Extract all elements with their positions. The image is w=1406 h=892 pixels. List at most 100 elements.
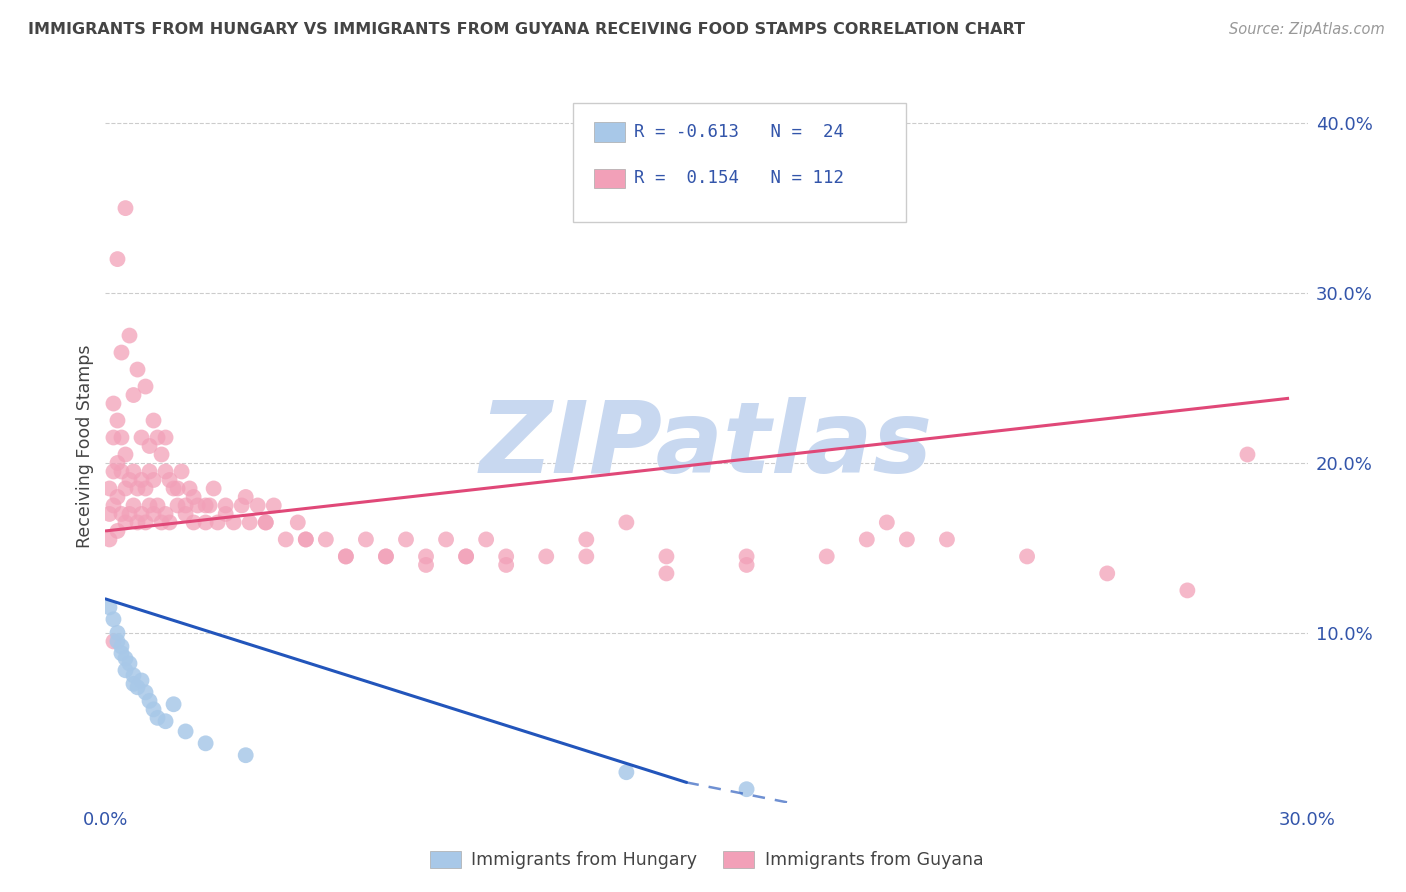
Point <box>131 430 153 444</box>
Point <box>107 634 129 648</box>
Point <box>114 663 136 677</box>
Point <box>138 439 160 453</box>
Point <box>103 499 125 513</box>
Point <box>103 430 125 444</box>
Point <box>246 499 269 513</box>
Point <box>114 448 136 462</box>
Point <box>118 507 141 521</box>
Point <box>98 482 121 496</box>
Point <box>374 549 398 564</box>
Point <box>815 549 838 564</box>
Point <box>135 482 157 496</box>
Point <box>735 782 758 797</box>
Point <box>335 549 357 564</box>
Point <box>735 558 758 572</box>
Point <box>135 379 157 393</box>
Point <box>103 465 125 479</box>
Point <box>876 516 898 530</box>
Text: ZIPatlas: ZIPatlas <box>479 398 934 494</box>
Point <box>146 430 169 444</box>
Point <box>495 549 517 564</box>
Point <box>107 456 129 470</box>
Point <box>354 533 377 547</box>
Point <box>110 465 132 479</box>
Point <box>335 549 357 564</box>
Point <box>198 499 221 513</box>
Point <box>122 465 145 479</box>
Point <box>118 657 141 671</box>
Point <box>107 626 129 640</box>
Point <box>534 549 557 564</box>
Point <box>138 694 160 708</box>
Point <box>146 499 169 513</box>
Point <box>110 345 132 359</box>
Point <box>110 507 132 521</box>
Point <box>896 533 918 547</box>
Point <box>194 736 217 750</box>
Point <box>103 396 125 410</box>
Point <box>202 482 225 496</box>
Point <box>616 765 638 780</box>
Point <box>150 448 173 462</box>
Point <box>231 499 253 513</box>
Point <box>142 473 165 487</box>
Point <box>166 482 188 496</box>
Point <box>254 516 277 530</box>
Point <box>174 724 197 739</box>
Point <box>655 566 678 581</box>
Point <box>295 533 318 547</box>
Point <box>110 646 132 660</box>
Point <box>235 490 257 504</box>
Point <box>146 711 169 725</box>
Point <box>118 328 141 343</box>
Point <box>98 600 121 615</box>
Point <box>1017 549 1039 564</box>
Point <box>127 482 149 496</box>
Point <box>214 499 236 513</box>
Point <box>287 516 309 530</box>
Point <box>138 499 160 513</box>
Point <box>127 680 149 694</box>
Point <box>315 533 337 547</box>
Point <box>239 516 262 530</box>
Point <box>114 516 136 530</box>
Point <box>166 499 188 513</box>
Point <box>138 465 160 479</box>
Point <box>374 549 398 564</box>
Point <box>135 516 157 530</box>
Point <box>274 533 297 547</box>
Y-axis label: Receiving Food Stamps: Receiving Food Stamps <box>76 344 94 548</box>
Point <box>162 482 184 496</box>
Point <box>142 702 165 716</box>
Legend: Immigrants from Hungary, Immigrants from Guyana: Immigrants from Hungary, Immigrants from… <box>423 844 990 876</box>
Point <box>122 668 145 682</box>
Point <box>174 499 197 513</box>
Point <box>263 499 285 513</box>
Point <box>174 507 197 521</box>
Point <box>454 549 477 564</box>
Point <box>1097 566 1119 581</box>
Point <box>1177 583 1199 598</box>
Point <box>454 549 477 564</box>
Point <box>107 413 129 427</box>
Point <box>655 549 678 564</box>
Point <box>434 533 457 547</box>
Point <box>170 465 193 479</box>
Point <box>415 549 437 564</box>
Point <box>131 673 153 688</box>
Point <box>114 651 136 665</box>
Point <box>575 533 598 547</box>
Point <box>155 714 177 729</box>
Point <box>183 490 205 504</box>
Point <box>207 516 229 530</box>
Point <box>107 490 129 504</box>
Point <box>295 533 318 547</box>
Point <box>127 362 149 376</box>
Point <box>855 533 877 547</box>
Point <box>187 499 209 513</box>
Point <box>103 612 125 626</box>
Point <box>127 516 149 530</box>
Point <box>575 549 598 564</box>
Point <box>1236 448 1258 462</box>
Point <box>254 516 277 530</box>
